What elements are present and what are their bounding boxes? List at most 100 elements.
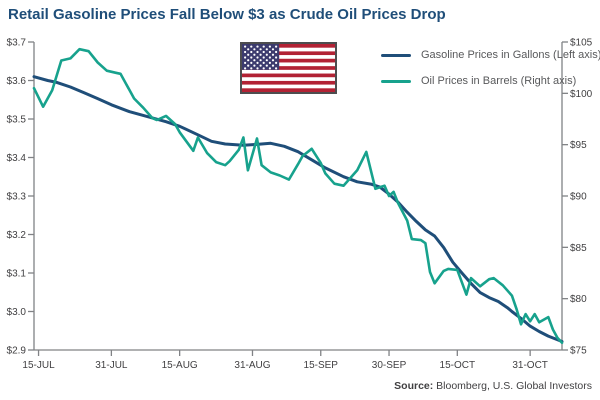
flag-part bbox=[275, 56, 278, 59]
flag-part bbox=[256, 67, 259, 70]
flag-part bbox=[242, 66, 335, 71]
flag-part bbox=[242, 51, 335, 56]
flag-part bbox=[253, 59, 256, 62]
flag-part bbox=[275, 67, 278, 70]
flag-part bbox=[250, 50, 253, 54]
flag-part bbox=[265, 48, 268, 51]
x-axis-tick-label: 15-SEP bbox=[304, 360, 339, 371]
right-axis-tick-label: $85 bbox=[570, 243, 587, 254]
flag-part bbox=[268, 56, 271, 59]
flag-part bbox=[247, 59, 250, 62]
left-axis-tick-label: $3.6 bbox=[7, 76, 27, 87]
flag-part bbox=[250, 67, 253, 70]
flag-part bbox=[259, 59, 262, 62]
x-axis-tick-label: 31-AUG bbox=[234, 360, 270, 371]
legend-item-gasoline: Gasoline Prices in Gallons (Left axis) bbox=[381, 48, 600, 62]
flag-part bbox=[265, 53, 268, 56]
flag-part bbox=[275, 61, 278, 65]
flag-part bbox=[242, 80, 335, 85]
right-axis-tick-label: $105 bbox=[570, 38, 593, 49]
source-note: Source: Bloomberg, U.S. Global Investors bbox=[394, 380, 592, 392]
flag-part bbox=[259, 64, 262, 67]
flag-part bbox=[265, 64, 268, 67]
flag-part bbox=[244, 67, 247, 70]
right-axis-tick-label: $75 bbox=[570, 346, 587, 357]
right-axis-tick-label: $95 bbox=[570, 140, 587, 151]
flag-part bbox=[271, 53, 275, 56]
flag-part bbox=[250, 61, 253, 65]
flag-part bbox=[242, 47, 335, 52]
left-axis-tick-label: $3.4 bbox=[7, 153, 27, 164]
legend-items: Gasoline Prices in Gallons (Left axis) O… bbox=[381, 42, 600, 100]
right-axis-tick-label: $100 bbox=[570, 89, 593, 100]
flag-part bbox=[244, 45, 247, 48]
flag-part bbox=[253, 64, 256, 67]
left-axis-tick-label: $3.1 bbox=[7, 269, 27, 280]
source-text: Bloomberg, U.S. Global Investors bbox=[436, 380, 592, 392]
left-axis-tick-label: $2.9 bbox=[7, 346, 27, 357]
flag-part bbox=[256, 56, 259, 59]
flag-part bbox=[262, 50, 265, 54]
legend-item-oil: Oil Prices in Barrels (Right axis) bbox=[381, 74, 600, 88]
flag-part bbox=[242, 55, 335, 60]
flag-part bbox=[244, 61, 247, 65]
left-axis-tick-label: $3.0 bbox=[7, 307, 27, 318]
flag-part bbox=[244, 56, 247, 59]
oil-line-swatch bbox=[381, 79, 411, 83]
x-axis-tick-label: 30-SEP bbox=[372, 360, 407, 371]
flag-part bbox=[247, 48, 250, 51]
gasoline-line-swatch bbox=[381, 53, 411, 57]
oil-price-line bbox=[32, 47, 564, 345]
us-flag-graphic bbox=[242, 44, 335, 93]
flag-part bbox=[256, 61, 259, 65]
flag-part bbox=[247, 64, 250, 67]
flag-part bbox=[265, 59, 268, 62]
x-axis-tick-label: 31-OCT bbox=[512, 360, 548, 371]
flag-part bbox=[271, 59, 275, 62]
flag-part bbox=[259, 53, 262, 56]
flag-part bbox=[268, 50, 271, 54]
flag-part bbox=[268, 45, 271, 48]
left-axis-tick-label: $3.7 bbox=[7, 38, 27, 49]
flag-part bbox=[242, 88, 335, 93]
flag-part bbox=[268, 61, 271, 65]
left-axis-tick-label: $3.5 bbox=[7, 115, 27, 126]
flag-part bbox=[275, 50, 278, 54]
flag-part bbox=[242, 84, 335, 89]
flag-part bbox=[262, 56, 265, 59]
flag-part bbox=[242, 69, 335, 74]
flag-part bbox=[262, 67, 265, 70]
left-axis-tick-label: $3.3 bbox=[7, 192, 27, 203]
x-axis-tick-label: 31-JUL bbox=[95, 360, 128, 371]
flag-part bbox=[268, 67, 271, 70]
flag-part bbox=[242, 44, 335, 48]
legend-label-oil: Oil Prices in Barrels (Right axis) bbox=[421, 75, 577, 87]
flag-part bbox=[244, 50, 247, 54]
flag-part bbox=[262, 61, 265, 65]
flag-part bbox=[242, 58, 335, 63]
x-axis-tick-label: 15-OCT bbox=[440, 360, 476, 371]
left-axis-tick-label: $3.2 bbox=[7, 230, 27, 241]
chart-legend: Gasoline Prices in Gallons (Left axis) O… bbox=[240, 42, 600, 100]
right-axis-tick-label: $80 bbox=[570, 294, 587, 305]
flag-part bbox=[275, 45, 278, 48]
us-flag-icon bbox=[240, 42, 337, 94]
flag-part bbox=[247, 53, 250, 56]
x-axis-tick-label: 15-JUL bbox=[22, 360, 55, 371]
gasoline-price-line bbox=[32, 75, 564, 343]
flag-part bbox=[256, 50, 259, 54]
flag-part bbox=[253, 48, 256, 51]
flag-part bbox=[250, 45, 253, 48]
flag-part bbox=[271, 48, 275, 51]
x-axis-tick-label: 15-AUG bbox=[162, 360, 198, 371]
flag-part bbox=[262, 45, 265, 48]
source-label: Source: bbox=[394, 380, 434, 392]
page-title: Retail Gasoline Prices Fall Below $3 as … bbox=[8, 6, 446, 23]
flag-part bbox=[253, 53, 256, 56]
flag-part bbox=[242, 73, 335, 78]
flag-part bbox=[256, 45, 259, 48]
flag-part bbox=[259, 48, 262, 51]
legend-label-gasoline: Gasoline Prices in Gallons (Left axis) bbox=[421, 49, 600, 61]
